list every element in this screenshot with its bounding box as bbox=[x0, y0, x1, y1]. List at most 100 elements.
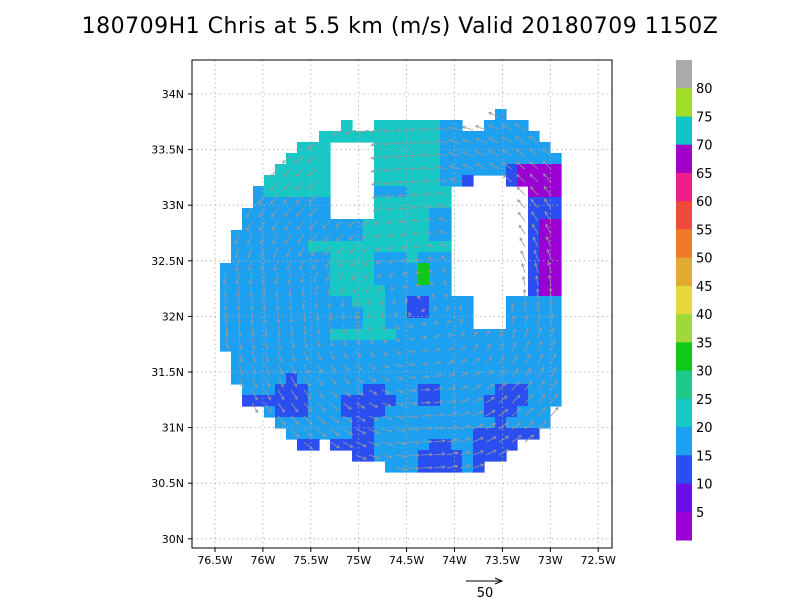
wind-cell bbox=[374, 351, 386, 363]
wind-vector-head bbox=[382, 327, 386, 331]
wind-vector bbox=[336, 233, 344, 241]
wind-vector bbox=[342, 363, 349, 372]
wind-vector-head bbox=[429, 452, 433, 457]
colorbar-label: 20 bbox=[696, 421, 713, 436]
wind-vector-head bbox=[298, 253, 302, 257]
wind-vector-head bbox=[421, 308, 426, 313]
wind-cell bbox=[396, 461, 408, 473]
wind-cell bbox=[396, 142, 408, 154]
wind-cell bbox=[539, 274, 551, 286]
wind-vector bbox=[472, 410, 483, 417]
wind-vector-head bbox=[515, 368, 519, 373]
wind-vector bbox=[316, 376, 324, 386]
wind-vector bbox=[511, 329, 516, 339]
wind-vector-head bbox=[392, 300, 396, 305]
lon-tick-label: 74W bbox=[442, 554, 467, 567]
wind-vector-head bbox=[235, 280, 240, 285]
wind-cell bbox=[418, 142, 430, 154]
wind-vector-head bbox=[447, 319, 451, 324]
wind-vector-head bbox=[402, 467, 407, 471]
wind-vector-head bbox=[305, 357, 309, 362]
wind-vector bbox=[485, 396, 495, 404]
wind-cell bbox=[363, 318, 375, 330]
colorbar-label: 40 bbox=[696, 308, 713, 323]
wind-vector bbox=[537, 288, 539, 300]
wind-cell bbox=[429, 417, 441, 429]
wind-vector bbox=[387, 233, 396, 237]
wind-vector-head bbox=[360, 222, 365, 226]
wind-vector bbox=[371, 168, 383, 173]
wind-vector bbox=[258, 194, 266, 205]
colorbar-label: 60 bbox=[696, 195, 713, 210]
wind-vector-head bbox=[321, 407, 326, 412]
wind-vector bbox=[531, 211, 539, 222]
wind-vector bbox=[511, 303, 514, 313]
wind-vector-head bbox=[515, 161, 520, 166]
wind-cell bbox=[451, 373, 463, 385]
wind-vector bbox=[264, 350, 269, 362]
wind-vector-head bbox=[389, 442, 394, 446]
colorbar-label: 70 bbox=[696, 139, 713, 154]
wind-vector bbox=[543, 173, 552, 183]
wind-cell bbox=[451, 340, 463, 352]
wind-cell bbox=[418, 351, 430, 363]
wind-cell bbox=[407, 351, 419, 363]
wind-cell bbox=[528, 406, 540, 418]
wind-vector bbox=[307, 142, 318, 150]
wind-cell bbox=[440, 395, 452, 407]
wind-vector bbox=[537, 380, 545, 391]
wind-vector bbox=[269, 168, 279, 178]
wind-vector-head bbox=[224, 320, 229, 324]
wind-cell bbox=[385, 120, 397, 132]
wind-vector-head bbox=[264, 332, 268, 337]
wind-vector-head bbox=[356, 341, 360, 346]
wind-vector-head bbox=[310, 239, 314, 243]
wind-vector bbox=[237, 285, 240, 297]
wind-cell bbox=[374, 263, 386, 275]
wind-vector bbox=[524, 421, 534, 430]
wind-vector-head bbox=[537, 314, 542, 318]
wind-cell bbox=[352, 230, 364, 242]
wind-cell bbox=[473, 131, 485, 143]
wind-cell bbox=[319, 164, 331, 176]
wind-vector bbox=[355, 337, 360, 345]
wind-vector-head bbox=[288, 306, 293, 311]
wind-cell bbox=[418, 241, 430, 253]
lat-tick-label: 30N bbox=[162, 533, 184, 546]
wind-vector bbox=[260, 246, 266, 258]
wind-cell bbox=[484, 373, 496, 385]
wind-vector bbox=[362, 246, 370, 253]
wind-cell bbox=[319, 296, 331, 308]
wind-vector-head bbox=[427, 256, 432, 261]
wind-vector-head bbox=[342, 329, 347, 334]
wind-vector-head bbox=[361, 235, 366, 240]
wind-vector bbox=[393, 298, 396, 305]
wind-vector-head bbox=[400, 258, 405, 263]
wind-vector bbox=[299, 259, 305, 270]
wind-vector bbox=[378, 285, 383, 292]
wind-vector-head bbox=[394, 313, 398, 318]
wind-vector-head bbox=[505, 435, 510, 440]
wind-vector-head bbox=[411, 349, 416, 354]
colorbar-label: 15 bbox=[696, 449, 713, 464]
wind-vector bbox=[414, 258, 422, 261]
wind-vector bbox=[251, 389, 258, 400]
wind-vector-head bbox=[234, 254, 239, 259]
wind-vector bbox=[374, 233, 383, 238]
wind-vector bbox=[542, 148, 552, 157]
wind-vector-head bbox=[548, 287, 553, 292]
wind-cell bbox=[407, 296, 419, 308]
wind-vector bbox=[459, 464, 471, 469]
wind-vector-head bbox=[288, 293, 292, 298]
colorbar-segment bbox=[676, 314, 692, 343]
wind-vector-head bbox=[389, 455, 394, 459]
wind-vector-head bbox=[380, 314, 385, 319]
wind-vector bbox=[517, 199, 526, 209]
wind-cell bbox=[418, 461, 430, 473]
wind-cell bbox=[429, 461, 441, 473]
wind-vector-head bbox=[345, 367, 349, 372]
wind-cell bbox=[385, 175, 397, 187]
wind-vector-head bbox=[320, 382, 324, 386]
wind-vector-head bbox=[461, 125, 466, 130]
wind-cell bbox=[341, 362, 353, 374]
